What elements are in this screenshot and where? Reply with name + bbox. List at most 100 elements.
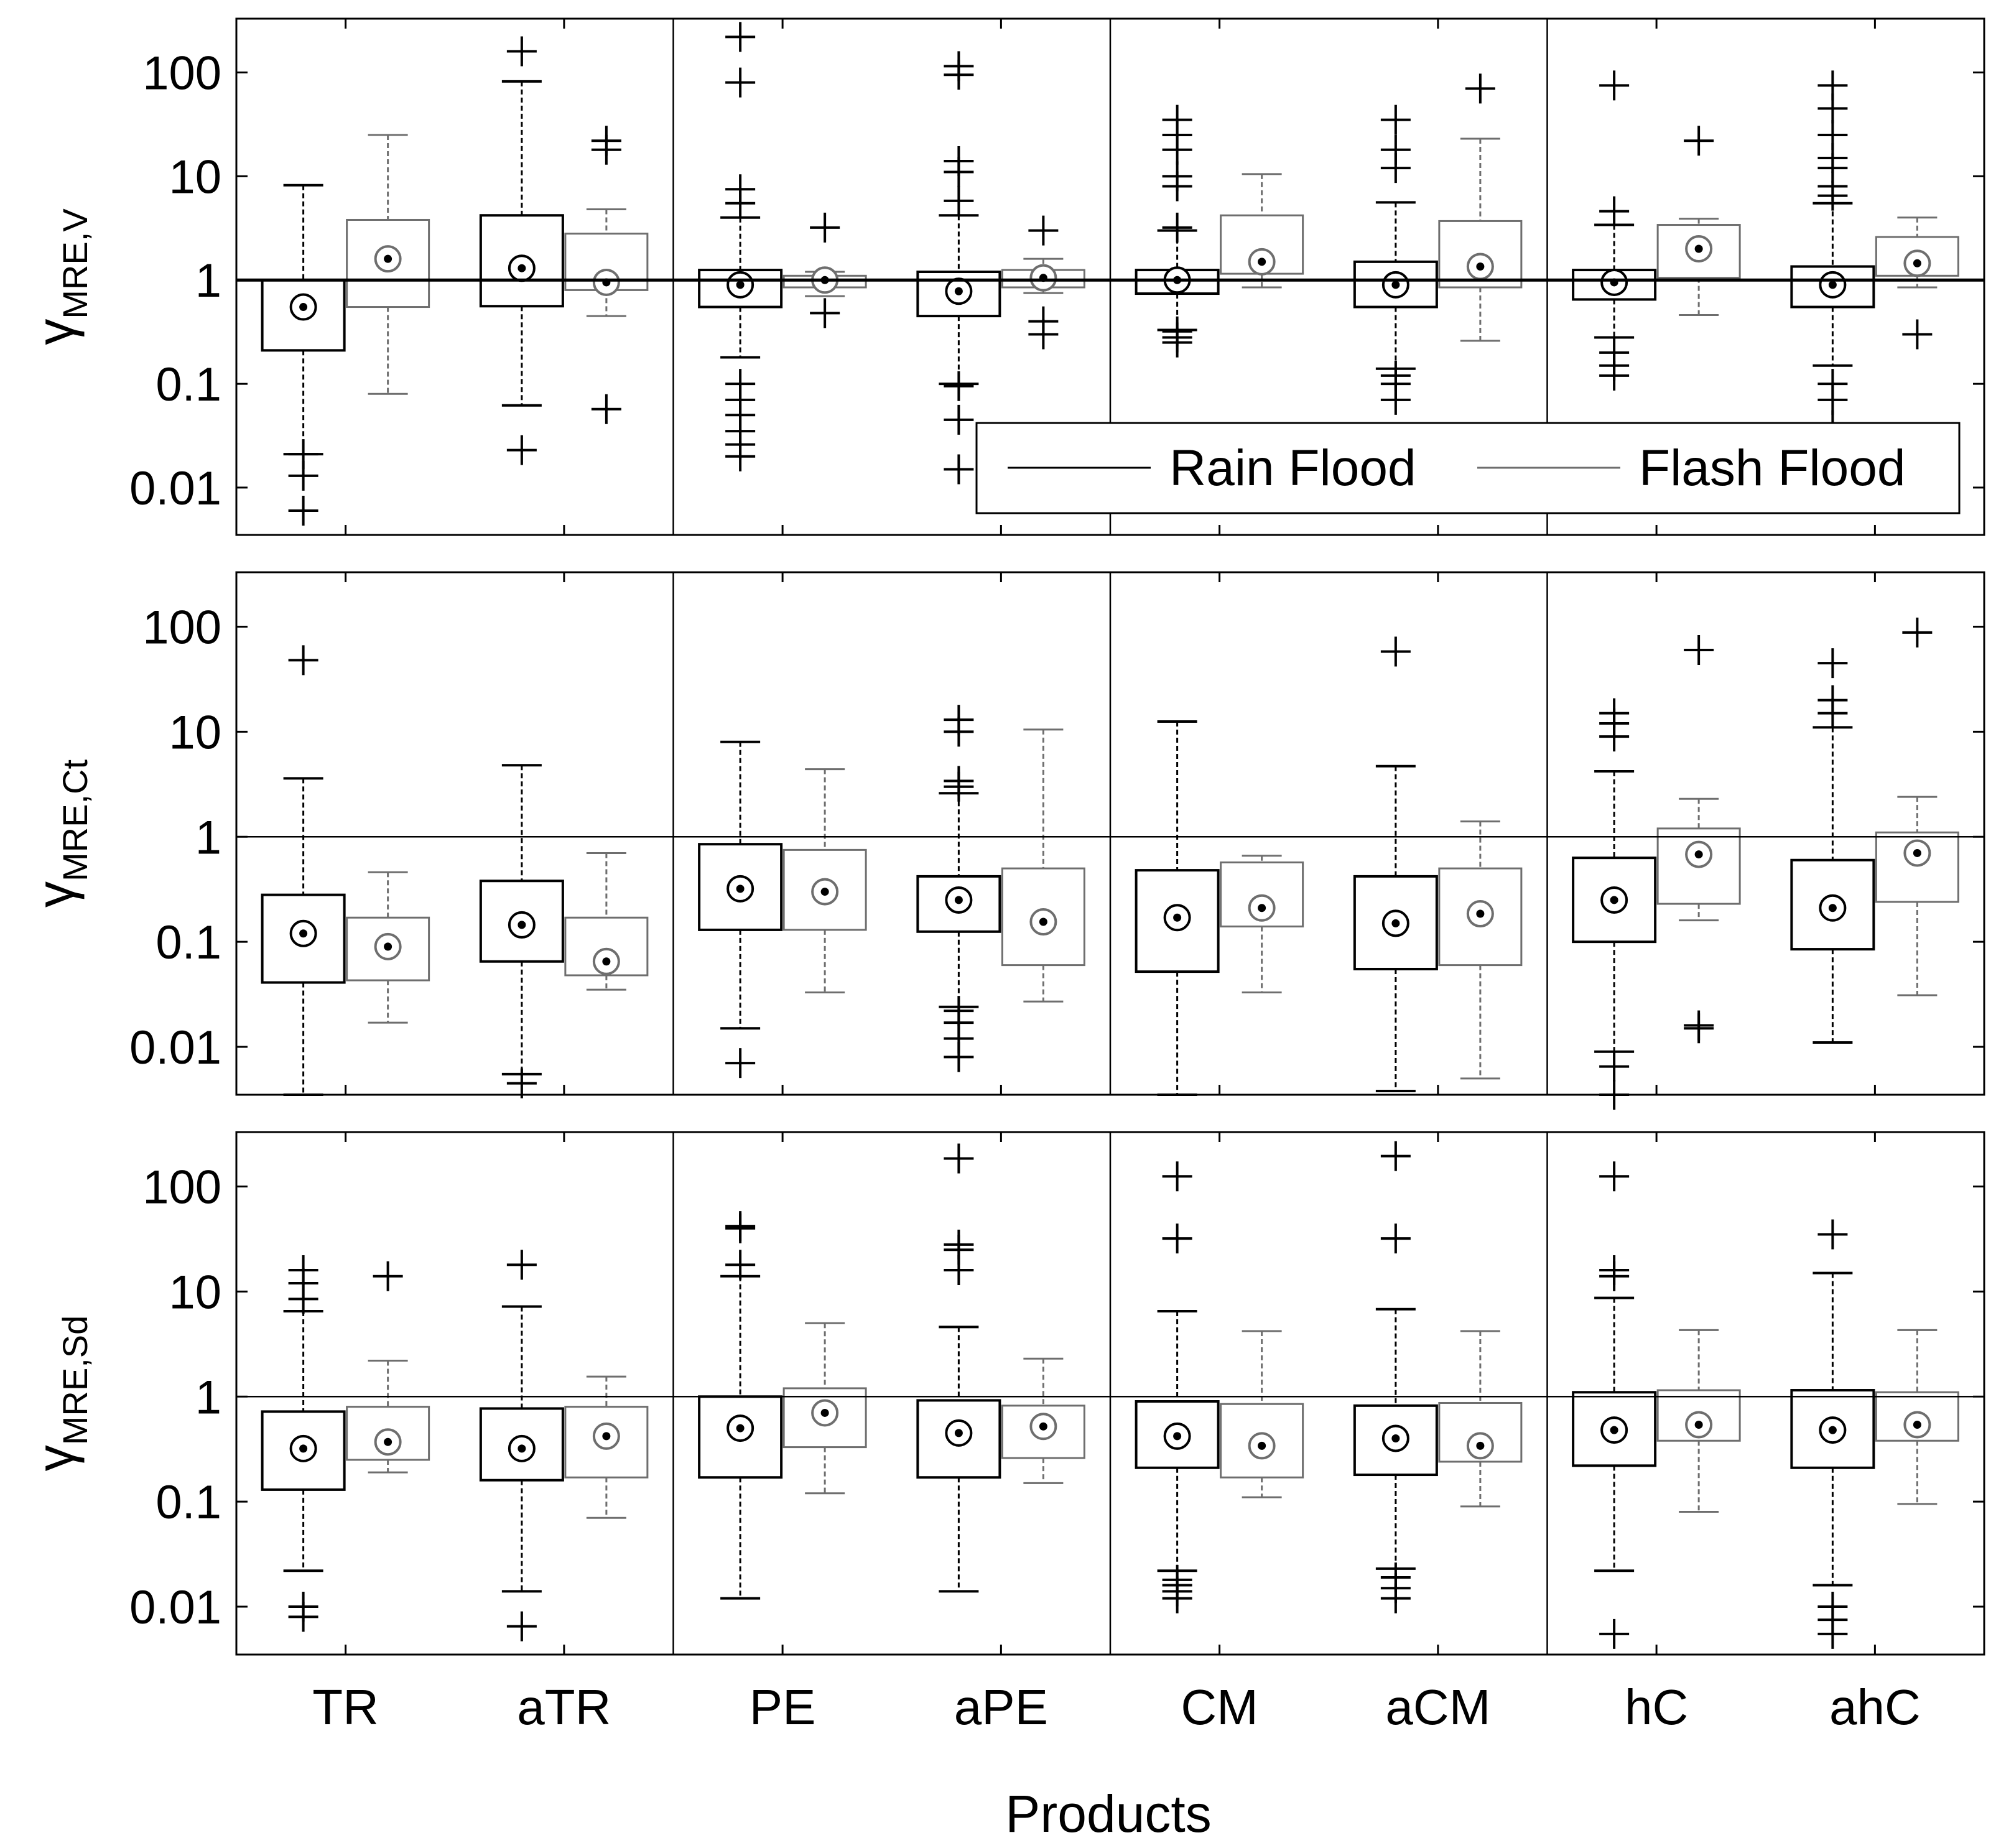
median-dot — [1913, 848, 1921, 857]
outlier-marker — [944, 371, 974, 401]
median-dot — [1694, 244, 1703, 253]
legend: Rain Flood Flash Flood — [975, 422, 1961, 514]
median-dot — [299, 929, 308, 938]
outlier-marker — [506, 36, 537, 67]
outlier-marker — [288, 439, 318, 470]
x-axis-label: Products — [1005, 1785, 1212, 1843]
y-tick-label: 100 — [142, 601, 221, 654]
panels: 0.010.1110100γMRE,V0.010.1110100γMRE,Ct0… — [26, 17, 1985, 1656]
x-tick-label-aCM: aCM — [1385, 1679, 1490, 1735]
median-dot — [1173, 1432, 1182, 1441]
outlier-marker — [1599, 70, 1630, 101]
outlier-marker — [506, 1068, 537, 1098]
outlier-marker — [1599, 1080, 1630, 1110]
rain-box-aCM — [1353, 636, 1438, 1092]
x-tick-label-TR: TR — [312, 1679, 379, 1735]
median-dot — [1610, 896, 1618, 904]
outlier-marker — [1465, 73, 1495, 104]
rain-box-CM — [1135, 1161, 1220, 1614]
y-tick-label: 10 — [169, 1266, 221, 1319]
outlier-marker — [1162, 212, 1192, 243]
y-tick-label: 1 — [195, 811, 221, 864]
outlier-marker — [506, 435, 537, 465]
median-dot — [820, 1408, 829, 1417]
outlier-marker — [1599, 196, 1630, 226]
y-axis-label-symbol: γ — [26, 1445, 85, 1471]
median-dot — [299, 303, 308, 312]
x-axis: TR aTR PE aPE CM aCM hC ahC — [312, 1679, 1920, 1735]
median-dot — [1828, 281, 1837, 289]
median-dot — [820, 888, 829, 896]
median-dot — [954, 1429, 963, 1437]
outlier-marker — [944, 1143, 974, 1174]
flash-box-TR — [346, 871, 430, 1024]
outlier-marker — [1380, 1223, 1411, 1254]
flash-box-TR — [346, 1261, 430, 1474]
rain-box-aPE — [916, 1143, 1001, 1593]
median-dot — [384, 942, 392, 951]
flash-box-CM — [1220, 173, 1304, 289]
median-dot — [954, 287, 963, 295]
rain-box-ahC — [1790, 1219, 1875, 1649]
y-tick-label: 10 — [169, 151, 221, 203]
rain-box-TR — [261, 1255, 346, 1632]
median-dot — [518, 1444, 526, 1453]
outlier-marker — [506, 1611, 537, 1641]
outlier-marker — [1162, 1161, 1192, 1192]
median-dot — [1039, 1422, 1047, 1431]
y-tick-label: 0.01 — [129, 1581, 221, 1634]
rain-box-hC — [1572, 70, 1657, 391]
rain-box-aTR — [479, 764, 564, 1098]
rain-box-TR — [261, 645, 346, 1096]
outlier-marker — [725, 67, 756, 98]
rain-box-aCM — [1353, 104, 1438, 415]
median-dot — [1694, 1420, 1703, 1429]
y-tick-label: 0.1 — [156, 1476, 221, 1529]
x-tick-label-PE: PE — [750, 1679, 816, 1735]
outlier-marker — [1817, 1219, 1848, 1250]
median-dot — [736, 1424, 745, 1432]
outlier-marker — [1817, 119, 1848, 150]
rain-box-aCM — [1353, 1141, 1438, 1614]
median-dot — [1828, 904, 1837, 912]
outlier-marker — [944, 404, 974, 435]
outlier-marker — [288, 1592, 318, 1622]
outlier-marker — [288, 495, 318, 526]
y-axis-label-symbol: γ — [26, 881, 85, 908]
flash-box-hC — [1656, 1329, 1741, 1513]
outlier-marker — [1380, 134, 1411, 165]
median-dot — [1173, 913, 1182, 922]
y-axis-label: γMRE,Sd — [26, 1316, 95, 1472]
outlier-marker — [1380, 1141, 1411, 1171]
flash-box-aCM — [1438, 820, 1523, 1080]
y-axis-label-symbol: γ — [26, 319, 85, 345]
flash-box-aPE — [1001, 1357, 1085, 1484]
y-tick-label: 10 — [169, 706, 221, 759]
median-dot — [518, 921, 526, 929]
outlier-marker — [1599, 698, 1630, 728]
flash-box-aCM — [1438, 73, 1523, 342]
y-tick-label: 100 — [142, 1161, 221, 1214]
median-dot — [736, 885, 745, 893]
outlier-marker — [591, 126, 621, 156]
rain-box-ahC — [1790, 70, 1875, 440]
median-dot — [1039, 917, 1047, 926]
outlier-marker — [591, 394, 621, 424]
y-tick-label: 100 — [142, 47, 221, 100]
median-dot — [954, 896, 963, 904]
outlier-marker — [725, 1048, 756, 1079]
y-axis-label-subscript: MRE,Sd — [55, 1316, 95, 1446]
legend-flash-label: Flash Flood — [1639, 440, 1905, 496]
flash-box-hC — [1656, 126, 1741, 316]
median-dot — [1258, 904, 1266, 912]
outlier-marker — [1380, 636, 1411, 667]
y-axis-label: γMRE,Ct — [26, 759, 95, 908]
y-tick-label: 1 — [195, 254, 221, 307]
flash-box-PE — [782, 212, 867, 328]
flash-box-TR — [346, 134, 430, 395]
outlier-marker — [1599, 1051, 1630, 1082]
panel-2: 0.01 0.1 1 10 100 γMRE,Ct — [26, 571, 1985, 1110]
x-tick-label-CM: CM — [1181, 1679, 1258, 1735]
outlier-marker — [1684, 1010, 1714, 1041]
